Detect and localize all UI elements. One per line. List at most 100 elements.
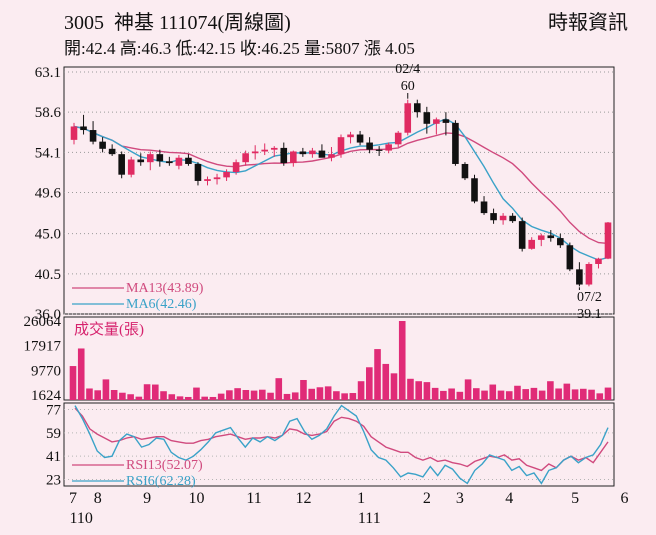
volume-bar <box>448 388 455 400</box>
rsi-series-line <box>74 404 609 485</box>
price-panel-frame <box>63 66 615 315</box>
candle-body <box>423 112 431 124</box>
rsi-legend-label: RSI13(52.07) <box>126 458 203 473</box>
volume-bar <box>440 390 447 400</box>
candle-body <box>471 178 478 202</box>
candle-body <box>70 126 78 140</box>
candle-body <box>394 132 402 145</box>
volume-bar <box>547 381 554 400</box>
volume-bar <box>259 389 266 400</box>
volume-bar <box>275 378 283 400</box>
candle-body <box>99 141 106 149</box>
candle-body <box>194 163 202 181</box>
volume-bar <box>398 321 406 400</box>
volume-bar <box>580 388 587 400</box>
candle-body <box>328 154 335 158</box>
volume-bar <box>152 384 159 400</box>
price-tick-label: 45.0 <box>35 227 61 243</box>
candle-body <box>452 122 459 164</box>
volume-bar <box>382 363 390 400</box>
volume-bar <box>316 387 324 400</box>
candle-body <box>251 151 259 154</box>
low-label: 低: <box>175 39 198 58</box>
volume-bar <box>291 392 299 400</box>
volume-bar <box>505 391 513 400</box>
volume-bar <box>127 394 134 400</box>
candle-body <box>404 103 412 133</box>
volume-bar <box>489 384 497 400</box>
volume-bar <box>514 385 521 400</box>
candle-body <box>480 201 488 214</box>
chart-frames <box>63 66 615 487</box>
candle-body <box>433 119 440 124</box>
candle-body <box>490 213 497 221</box>
candle-body <box>146 154 154 163</box>
volume-bar <box>143 384 151 400</box>
volume-bar <box>69 366 77 400</box>
candle-body <box>518 221 526 249</box>
volume-bar <box>596 393 604 400</box>
candle-body <box>356 134 364 143</box>
candle-body <box>299 151 307 155</box>
open-value: 42.4 <box>85 39 116 58</box>
price-tick-label: 63.1 <box>35 65 61 81</box>
volume-bar <box>333 391 340 400</box>
volume-bar <box>168 394 176 400</box>
volume-bar <box>135 396 143 400</box>
candle-body <box>537 235 545 240</box>
volume-bar <box>77 348 85 400</box>
candle-body <box>108 148 116 155</box>
candle-body <box>137 159 145 163</box>
price-tick-label: 58.6 <box>35 105 62 121</box>
x-tick-label: 12 <box>295 490 311 507</box>
volume-bar <box>497 390 505 400</box>
close-label: 收: <box>239 39 262 58</box>
volume-tick-label: 17917 <box>24 339 62 355</box>
volume-bar <box>184 396 192 400</box>
candles <box>70 99 612 287</box>
x-tick-label: 3 <box>456 490 464 507</box>
rsi-tick-label: 77 <box>46 402 62 418</box>
x-year-label: 111 <box>358 510 381 527</box>
volume-bar <box>341 393 348 400</box>
volume-bar <box>324 386 332 400</box>
candle-body <box>118 154 125 175</box>
price-tick-label: 36.0 <box>35 307 61 323</box>
candle-body <box>576 269 583 285</box>
rsi-tick-label: 23 <box>46 473 61 489</box>
candle-body <box>337 137 345 155</box>
volume-bar <box>530 387 538 400</box>
volume-bar <box>390 373 398 400</box>
x-tick-label: 4 <box>505 490 513 507</box>
stock-code: 3005 <box>64 12 104 34</box>
rsi-tick-label: 59 <box>46 426 61 442</box>
candle-body <box>595 258 602 264</box>
volume-bar <box>94 390 101 400</box>
volume-bar <box>308 388 315 400</box>
price-legend-label: MA13(43.89) <box>126 281 204 296</box>
volume-bar <box>267 392 274 400</box>
volume-bar <box>226 390 233 400</box>
x-tick-label: 2 <box>423 490 431 507</box>
source-label: 時報資訊 <box>548 12 628 34</box>
volume-bar <box>201 396 208 400</box>
x-tick-label: 1 <box>357 490 365 507</box>
volume-bar <box>374 349 381 400</box>
volume-bar <box>102 379 110 400</box>
volume-bar <box>349 393 357 400</box>
candle-body <box>442 119 450 123</box>
volume-bar <box>176 396 184 400</box>
quote-line: 開:42.4 高:46.3 低:42.15 收:46.25 量:5807 漲 4… <box>64 34 415 59</box>
candle-body <box>89 130 97 142</box>
candle-body <box>213 177 221 180</box>
candle-body <box>461 163 469 179</box>
chart-period: (周線圖) <box>217 12 291 34</box>
candle-body <box>413 103 421 113</box>
rsi-series-line <box>74 407 609 472</box>
volume-bar <box>588 389 595 400</box>
candle-body <box>528 239 536 249</box>
candle-body <box>604 222 612 259</box>
volume-bar <box>160 391 167 400</box>
candle-body <box>309 150 316 155</box>
